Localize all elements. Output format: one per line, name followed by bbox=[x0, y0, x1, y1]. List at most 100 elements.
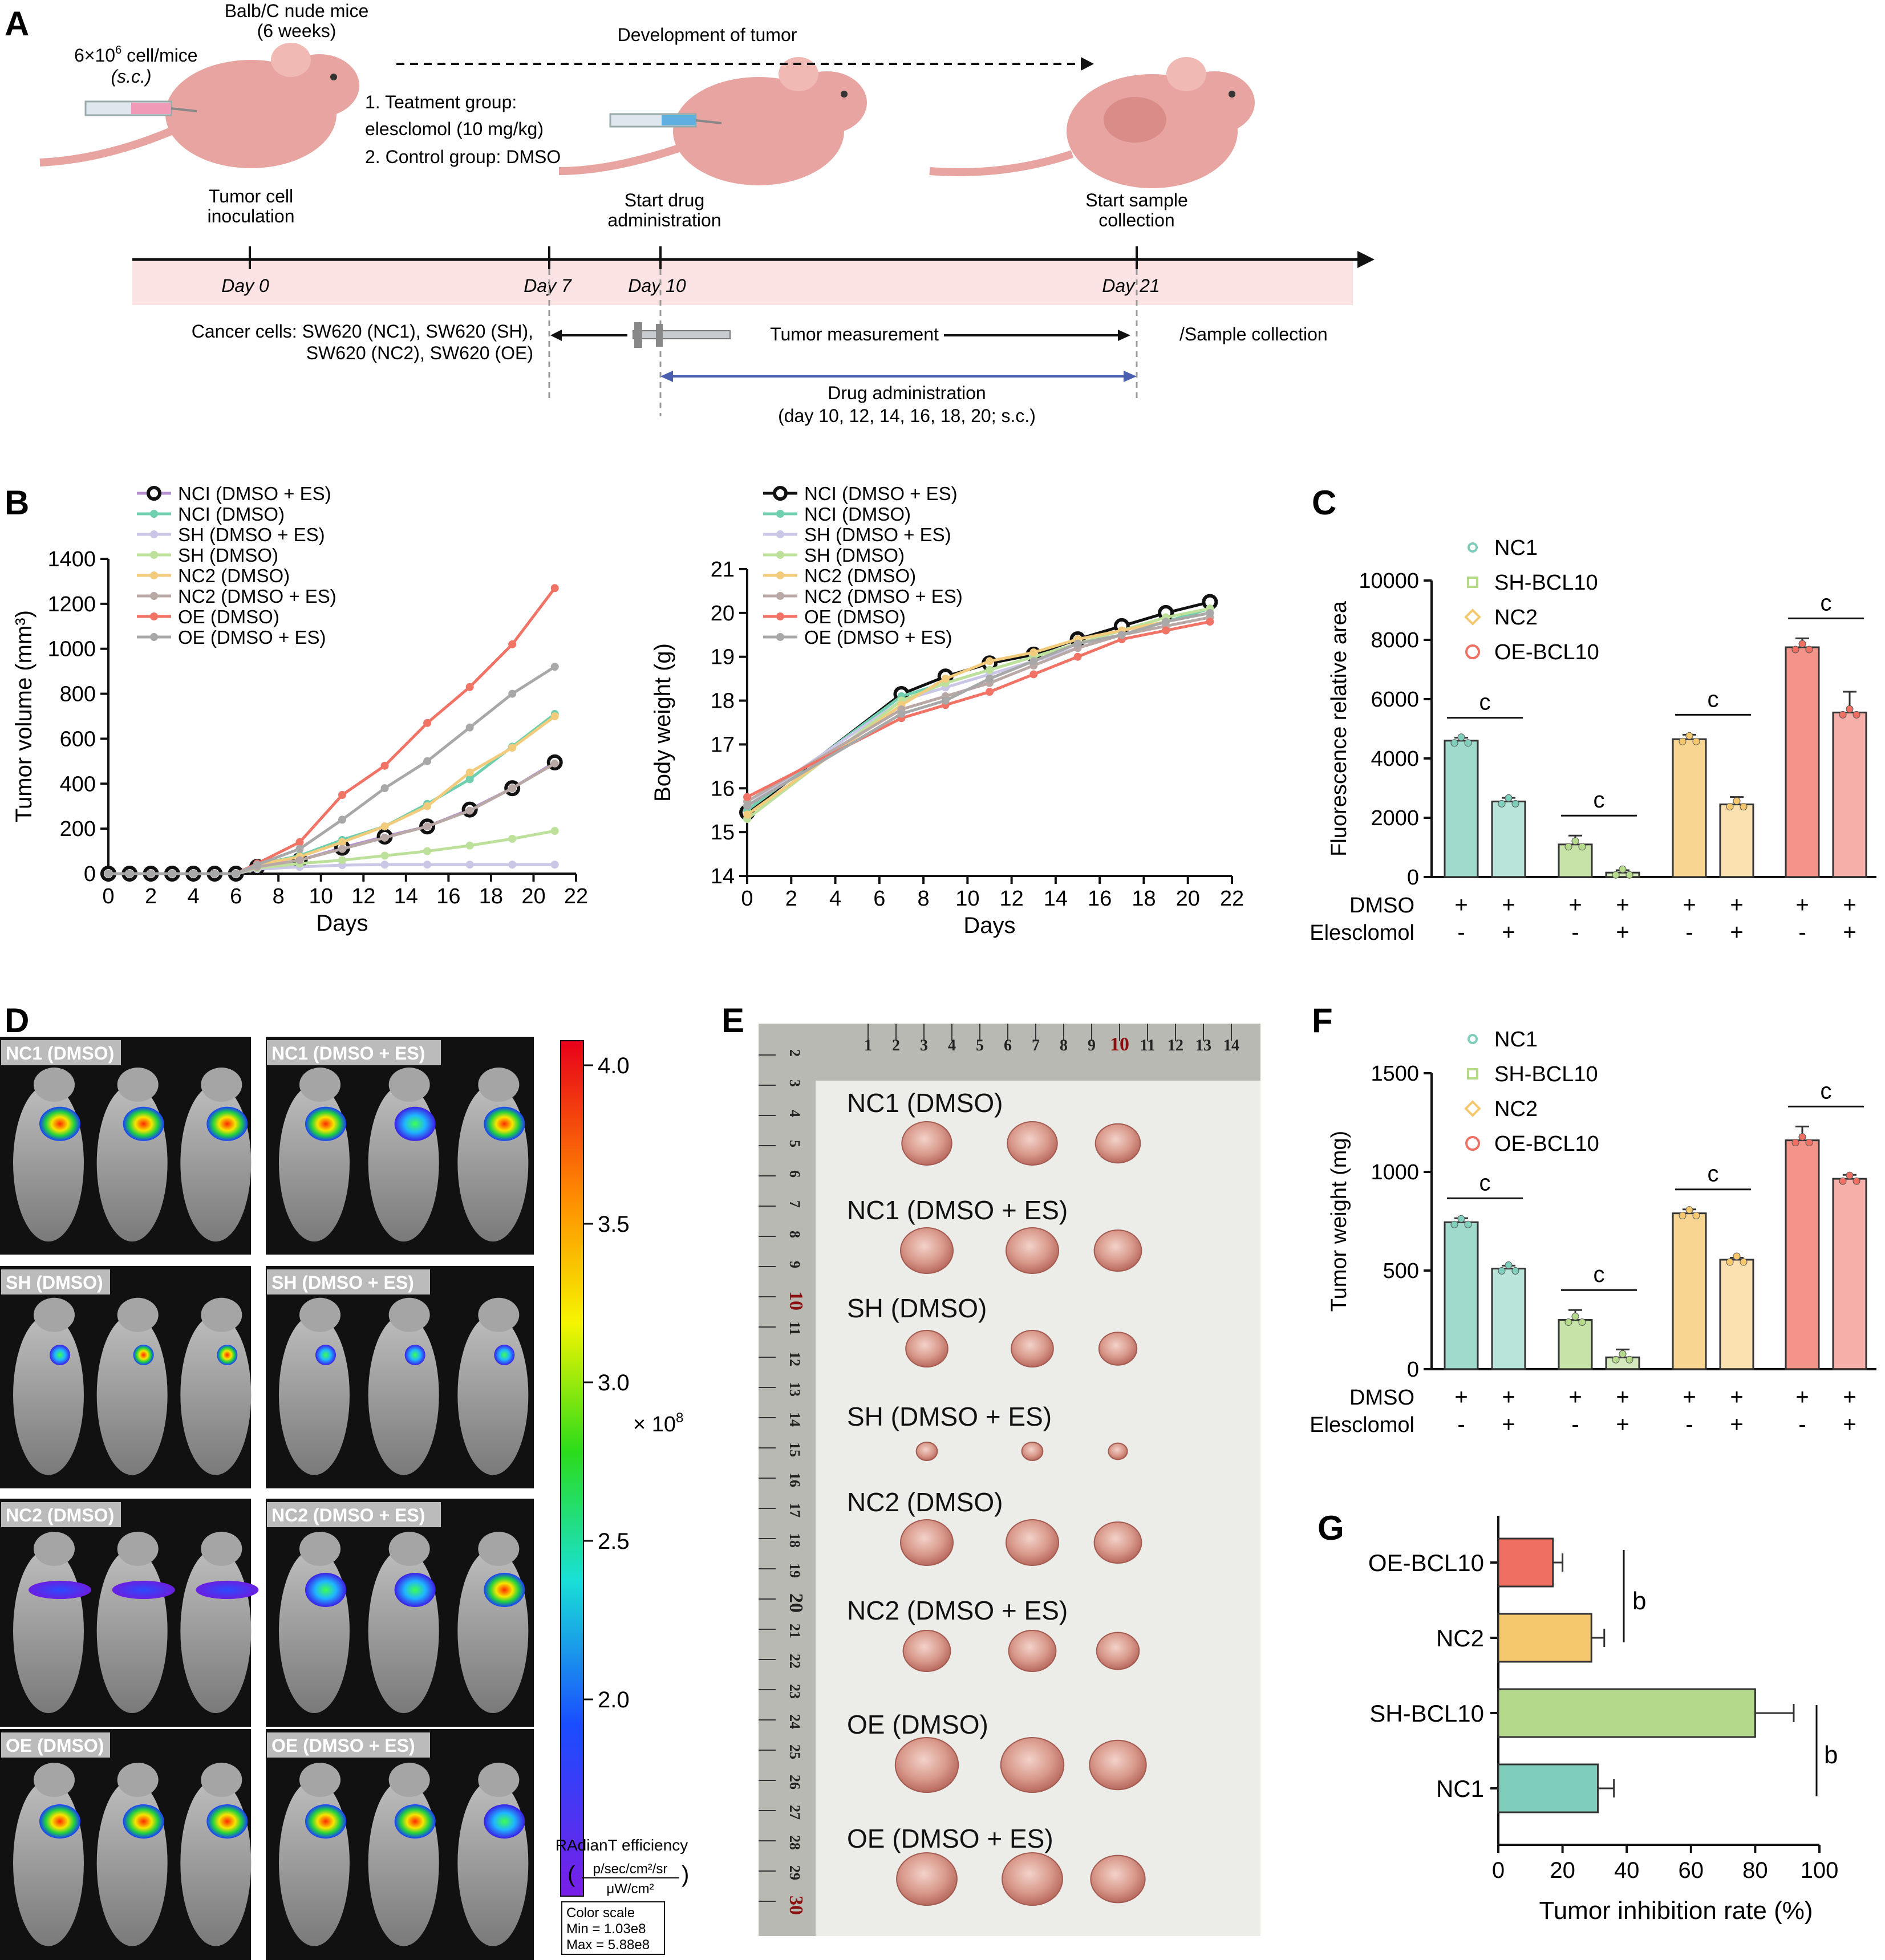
y-axis-title: Tumor volume (mm³) bbox=[11, 610, 37, 822]
replicate-point bbox=[1612, 1356, 1620, 1364]
legend-label: OE-BCL10 bbox=[1494, 640, 1599, 664]
ruler-number: 14 bbox=[1223, 1037, 1239, 1054]
imaging-grid: NC1 (DMSO) NC1 (DMSO + ES) SH (DMSO) SH (DM… bbox=[0, 1037, 534, 1960]
data-point bbox=[380, 833, 389, 842]
x-tick-label: 6 bbox=[873, 887, 885, 911]
x-tick-label: 80 bbox=[1742, 1858, 1768, 1883]
tumor-specimen bbox=[1093, 1229, 1142, 1272]
series-line bbox=[108, 761, 556, 875]
tumor-specimen bbox=[894, 1737, 959, 1793]
data-point bbox=[508, 861, 517, 869]
mouse-silhouette bbox=[457, 1314, 529, 1475]
row-label-elesclomol: Elesclomol bbox=[1310, 921, 1414, 945]
day-10-label: Day 10 bbox=[628, 275, 686, 296]
cells-line-1: Cancer cells: SW620 (NC1), SW620 (SH), bbox=[192, 321, 533, 342]
dmso-sign: + bbox=[1795, 892, 1809, 918]
group-2-label: 2. Control group: DMSO bbox=[365, 147, 561, 167]
tumor-specimen bbox=[1006, 1227, 1059, 1274]
svg-text:): ) bbox=[682, 1862, 689, 1887]
y-tick-label: 0 bbox=[1407, 1358, 1419, 1382]
tumor-specimen bbox=[1011, 1330, 1054, 1367]
luminescence-signal bbox=[484, 1573, 525, 1607]
data-point bbox=[941, 696, 950, 705]
group-label: NC1 (DMSO + ES) bbox=[271, 1043, 425, 1064]
data-point bbox=[338, 856, 346, 865]
mouse-silhouette bbox=[279, 1085, 350, 1242]
significance-letter: c bbox=[1594, 788, 1605, 813]
luminescence-signal bbox=[305, 1106, 346, 1141]
legend-marker bbox=[773, 486, 788, 501]
legend-c: NC1 SH-BCL10 NC2 OE-BCL10 bbox=[1464, 536, 1599, 664]
replicate-point bbox=[1464, 739, 1472, 747]
data-point bbox=[465, 806, 474, 815]
data-point bbox=[380, 761, 389, 770]
ruler-number: 26 bbox=[787, 1775, 803, 1789]
mouse-head bbox=[34, 1532, 75, 1566]
luminescence-signal bbox=[133, 1345, 154, 1365]
ruler-number: 1 bbox=[864, 1037, 872, 1054]
cells-line-2: SW620 (NC2), SW620 (OE) bbox=[306, 343, 533, 363]
chart-inhibition-rate: 0 20 40 60 80 100 Tumor inhibition rate (%) OE-… bbox=[1368, 1516, 1838, 1925]
bar bbox=[1832, 1178, 1867, 1370]
data-point bbox=[508, 784, 517, 793]
mouse-silhouette bbox=[13, 1085, 84, 1242]
mouse-silhouette bbox=[96, 1314, 168, 1475]
data-point bbox=[941, 675, 950, 683]
group-label: NC1 (DMSO) bbox=[6, 1043, 114, 1064]
data-point bbox=[743, 802, 751, 810]
x-tick-label: 18 bbox=[479, 884, 503, 908]
y-tick-label: 4000 bbox=[1371, 747, 1419, 771]
x-tick-label: 0 bbox=[741, 887, 753, 911]
elesclomol-sign: + bbox=[1502, 1412, 1515, 1437]
ruler-numbers: 1 2 3 4 5 6 7 8 9 10 11 12 13 14234567891011121314151… bbox=[759, 1024, 1239, 1915]
data-point bbox=[338, 791, 346, 799]
elesclomol-sign: + bbox=[1616, 920, 1629, 945]
legend-marker bbox=[776, 592, 784, 600]
chart-fluorescence: 0 2000 4000 6000 8000 10000 Fluorescence relat… bbox=[1310, 569, 1876, 945]
data-point bbox=[210, 870, 219, 878]
dmso-sign: + bbox=[1502, 1385, 1515, 1410]
colorbar-unit-numerator: p/sec/cm²/sr bbox=[593, 1861, 668, 1877]
ruler-number: 5 bbox=[976, 1037, 984, 1054]
elesclomol-sign: - bbox=[1457, 1412, 1465, 1437]
bar bbox=[1672, 1212, 1707, 1370]
group-label: NC2 (DMSO + ES) bbox=[271, 1505, 425, 1525]
mouse-head bbox=[117, 1068, 159, 1102]
group-label: SH (DMSO) bbox=[6, 1272, 103, 1293]
replicate-point bbox=[1839, 1177, 1847, 1185]
data-point bbox=[550, 712, 559, 720]
replicate-point bbox=[1505, 1261, 1513, 1269]
mouse-head bbox=[34, 1297, 75, 1332]
replicate-point bbox=[1511, 1267, 1519, 1275]
data-point bbox=[423, 757, 432, 765]
y-tick-label: 0 bbox=[1407, 866, 1419, 890]
mouse-head bbox=[478, 1068, 520, 1102]
x-tick-label: 10 bbox=[955, 887, 979, 911]
legend-marker bbox=[150, 551, 158, 559]
colorbar bbox=[560, 1040, 584, 1897]
data-point bbox=[338, 845, 346, 853]
day-21-label: Day 21 bbox=[1102, 275, 1160, 296]
ruler-number: 11 bbox=[787, 1321, 803, 1336]
category-label: NC2 bbox=[1436, 1625, 1484, 1651]
dmso-sign: + bbox=[1502, 892, 1515, 918]
ruler-number: 17 bbox=[787, 1503, 803, 1517]
group-label: NC2 (DMSO) bbox=[6, 1505, 114, 1525]
data-point bbox=[1029, 657, 1038, 665]
data-point bbox=[338, 815, 346, 824]
y-tick-label: 600 bbox=[60, 727, 96, 751]
inoculum-unit: cell/mice bbox=[121, 45, 197, 66]
legend-marker bbox=[1465, 1136, 1480, 1151]
ruler-number: 12 bbox=[1168, 1037, 1183, 1054]
mouse-silhouette bbox=[368, 1780, 439, 1946]
data-point bbox=[508, 689, 517, 698]
bar bbox=[1444, 1221, 1479, 1370]
luminescence-signal bbox=[394, 1804, 436, 1839]
legend-marker bbox=[776, 612, 784, 620]
mouse-head bbox=[299, 1532, 340, 1566]
ruler-number: 23 bbox=[787, 1684, 803, 1699]
elesclomol-sign: + bbox=[1843, 1412, 1856, 1437]
replicate-point bbox=[1685, 732, 1693, 740]
mouse-silhouette bbox=[279, 1780, 350, 1946]
data-point bbox=[1162, 618, 1170, 626]
